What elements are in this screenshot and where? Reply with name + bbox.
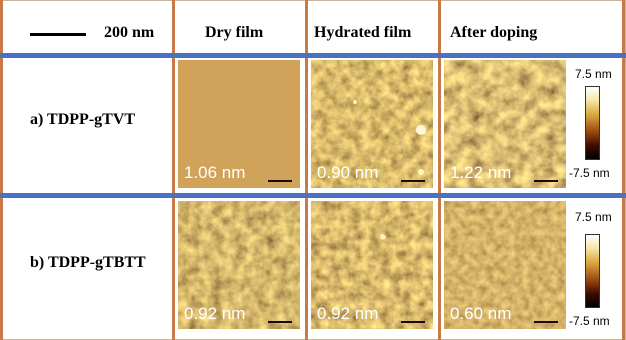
rms-roughness: 0.92 nm (317, 304, 379, 323)
afm-image: 0.92 nm (178, 201, 300, 329)
image-scale-bar (401, 321, 425, 323)
row-divider (0, 193, 626, 198)
column-divider (305, 0, 308, 340)
left-border (0, 0, 3, 340)
column-header-hydrated: Hydrated film (314, 24, 412, 41)
afm-image: 1.06 nm (178, 60, 300, 188)
column-divider (438, 0, 441, 340)
column-header-dry: Dry film (205, 24, 264, 41)
afm-image: 0.90 nm (311, 60, 433, 188)
row-divider (0, 53, 626, 58)
afm-image: 1.22 nm (444, 60, 566, 188)
scale-bar-label: 200 nm (104, 24, 155, 41)
colorbar-max-label: 7.5 nm (575, 67, 612, 81)
image-scale-bar (534, 180, 558, 182)
image-scale-bar (268, 180, 292, 182)
column-divider (172, 0, 175, 340)
colorbar-max-label: 7.5 nm (575, 210, 612, 224)
rms-roughness: 1.06 nm (184, 163, 246, 182)
rms-roughness: 1.22 nm (450, 163, 512, 182)
row-label-b: b) TDPP-gTBTT (30, 254, 146, 271)
rms-roughness: 0.60 nm (450, 304, 512, 323)
afm-image: 0.92 nm (311, 201, 433, 329)
colorbar-min-label: -7.5 nm (569, 166, 610, 180)
afm-image: 0.60 nm (444, 201, 566, 329)
image-scale-bar (534, 321, 558, 323)
rms-roughness: 0.90 nm (317, 163, 379, 182)
rms-roughness: 0.92 nm (184, 304, 246, 323)
row-label-a: a) TDPP-gTVT (30, 111, 136, 128)
right-border (622, 0, 625, 340)
column-header-doped: After doping (450, 24, 538, 41)
scale-bar-line (30, 33, 86, 36)
height-colorbar (585, 234, 600, 308)
colorbar-min-label: -7.5 nm (569, 314, 610, 328)
image-scale-bar (401, 180, 425, 182)
image-scale-bar (268, 321, 292, 323)
height-colorbar (585, 86, 600, 160)
